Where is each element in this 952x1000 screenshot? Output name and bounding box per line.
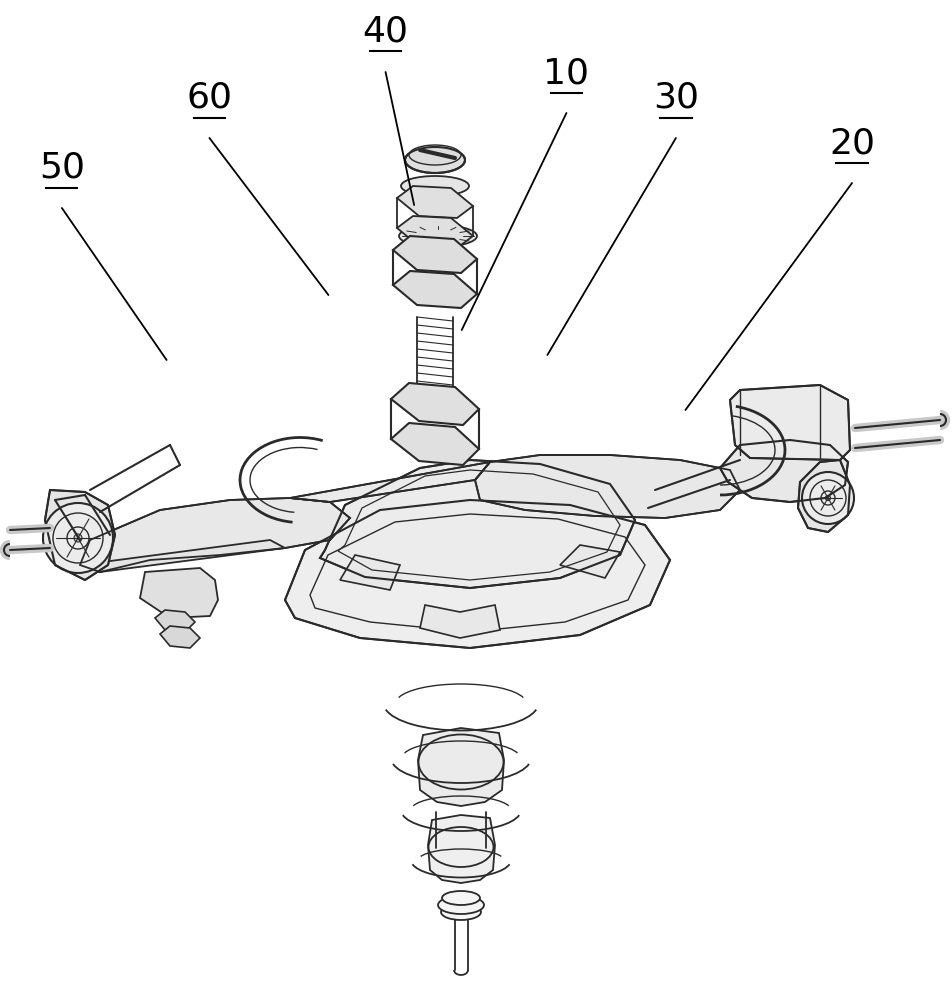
Text: 60: 60 bbox=[187, 81, 232, 115]
Ellipse shape bbox=[441, 904, 481, 920]
Ellipse shape bbox=[419, 734, 504, 790]
Ellipse shape bbox=[802, 472, 854, 524]
Polygon shape bbox=[320, 460, 635, 588]
Polygon shape bbox=[393, 236, 477, 273]
Text: 10: 10 bbox=[544, 56, 589, 90]
Ellipse shape bbox=[43, 503, 113, 573]
Polygon shape bbox=[160, 626, 200, 648]
Polygon shape bbox=[397, 186, 473, 218]
Polygon shape bbox=[391, 423, 479, 465]
Text: 30: 30 bbox=[653, 81, 699, 115]
Text: 50: 50 bbox=[39, 151, 85, 185]
Polygon shape bbox=[418, 728, 504, 806]
Polygon shape bbox=[155, 610, 195, 632]
Polygon shape bbox=[475, 455, 740, 518]
Polygon shape bbox=[340, 555, 400, 590]
Polygon shape bbox=[290, 462, 490, 502]
Polygon shape bbox=[391, 383, 479, 425]
Ellipse shape bbox=[409, 145, 461, 165]
Polygon shape bbox=[420, 605, 500, 638]
Text: 20: 20 bbox=[829, 126, 875, 160]
Polygon shape bbox=[80, 540, 285, 572]
Polygon shape bbox=[397, 216, 473, 248]
Ellipse shape bbox=[405, 147, 465, 173]
Polygon shape bbox=[393, 271, 477, 308]
Polygon shape bbox=[798, 460, 850, 532]
Polygon shape bbox=[140, 568, 218, 618]
Polygon shape bbox=[428, 815, 495, 883]
Ellipse shape bbox=[399, 225, 477, 247]
Polygon shape bbox=[720, 440, 848, 502]
Text: 40: 40 bbox=[363, 14, 408, 48]
Ellipse shape bbox=[442, 891, 480, 905]
Ellipse shape bbox=[401, 176, 469, 196]
Ellipse shape bbox=[74, 534, 82, 542]
Ellipse shape bbox=[428, 827, 493, 867]
Polygon shape bbox=[45, 490, 115, 580]
Ellipse shape bbox=[825, 495, 830, 500]
Polygon shape bbox=[80, 498, 350, 572]
Ellipse shape bbox=[438, 896, 484, 914]
Polygon shape bbox=[730, 385, 850, 460]
Polygon shape bbox=[560, 545, 620, 578]
Polygon shape bbox=[285, 500, 670, 648]
